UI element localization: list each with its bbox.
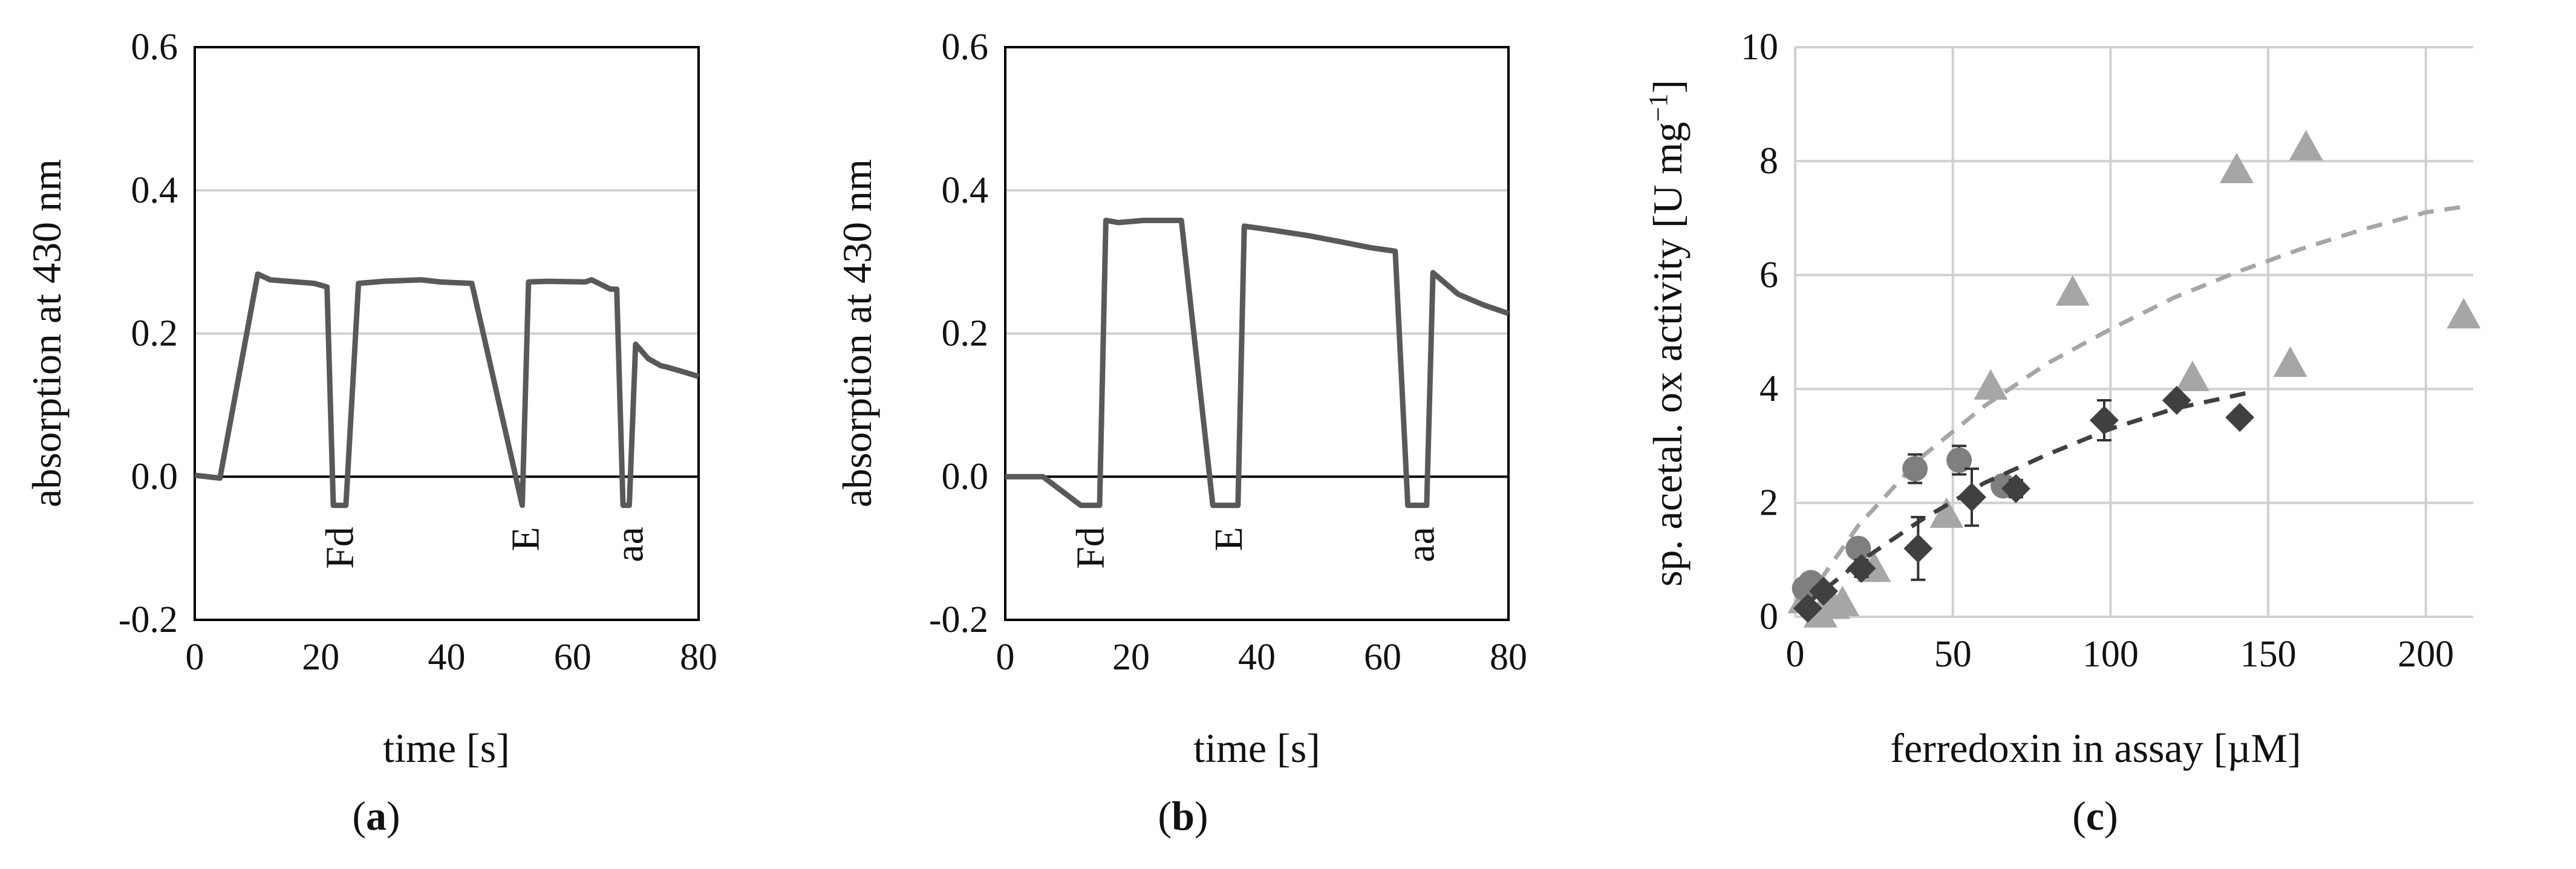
y-axis-label: absorption at 430 nm: [834, 159, 880, 507]
y-tick-label: 0.6: [942, 27, 989, 68]
plot-frame: [194, 46, 700, 621]
data-point-diamond: [2089, 406, 2119, 435]
y-tick-label: 0.6: [131, 27, 178, 68]
y-tick-label: 0.0: [131, 456, 178, 497]
x-tick-label: 0: [996, 637, 1015, 678]
y-tick-label: 4: [1759, 368, 1778, 409]
y-tick-label: 2: [1759, 483, 1778, 524]
x-tick-label: 40: [1238, 637, 1276, 678]
data-point-circle: [1946, 447, 1972, 473]
y-tick-label: -0.2: [929, 599, 988, 640]
data-point-circle: [1845, 535, 1871, 561]
x-axis-label: time [s]: [1193, 725, 1320, 771]
y-tick-label: 0.4: [942, 170, 989, 211]
y-tick-label: 0.2: [131, 313, 178, 354]
data-point-circle: [1902, 456, 1928, 482]
annotation-aa: aa: [1398, 527, 1443, 562]
data-point-triangle: [2175, 360, 2209, 391]
data-point-triangle: [2447, 298, 2481, 329]
chart-panel-a: -0.2 0.0 0.2 0.4 0.6 0 20 40 60 80 time [s] absorpt…: [24, 27, 717, 839]
y-axis-label: sp. acetal. ox activity [U mg−1]: [1643, 80, 1691, 587]
plot-frame: [1004, 46, 1510, 621]
panel-label: (c): [2072, 793, 2118, 839]
y-tick-label: 8: [1759, 140, 1778, 181]
data-point-triangle: [2055, 275, 2090, 306]
data-point-diamond: [1793, 593, 1822, 623]
annotation-fd: Fd: [318, 527, 362, 569]
chart-panel-b: -0.2 0.0 0.2 0.4 0.6 0 20 40 60 80 time [s] absorpt…: [834, 27, 1527, 839]
y-tick-label: 0.0: [942, 456, 989, 497]
annotation-fd: Fd: [1068, 527, 1112, 569]
data-point-diamond: [1957, 483, 1986, 512]
data-point-diamond: [2225, 403, 2255, 432]
annotation-e: E: [504, 527, 548, 551]
data-point-triangle: [1929, 497, 1964, 528]
data-point-triangle: [1974, 369, 2008, 400]
y-axis-label: absorption at 430 nm: [24, 159, 70, 507]
data-point-diamond: [1903, 533, 1933, 563]
annotation-aa: aa: [607, 527, 651, 562]
data-point-triangle: [2219, 152, 2254, 183]
panel-label: (a): [352, 793, 400, 839]
y-tick-label: 10: [1741, 27, 1778, 68]
x-tick-label: 200: [2398, 634, 2454, 675]
x-tick-label: 60: [1364, 637, 1401, 678]
y-tick-label: 0: [1759, 596, 1778, 637]
fit-curve-diamond: [1803, 389, 2253, 607]
data-point-triangle: [1825, 585, 1860, 616]
x-tick-label: 100: [2082, 634, 2139, 675]
data-point-diamond: [2001, 474, 2030, 504]
y-tick-label: -0.2: [119, 599, 178, 640]
fit-curve-triangle: [1802, 204, 2464, 604]
x-tick-label: 0: [1786, 634, 1805, 675]
data-point-diamond: [2162, 386, 2191, 415]
data-point-triangle: [2273, 346, 2307, 377]
panel-label: (b): [1158, 793, 1208, 839]
annotation-e: E: [1207, 527, 1251, 551]
x-tick-label: 20: [1112, 637, 1150, 678]
x-axis-label: ferredoxin in assay [µM]: [1890, 725, 2301, 771]
series-line: [194, 271, 700, 509]
x-tick-label: 60: [554, 637, 592, 678]
x-tick-label: 80: [1490, 637, 1527, 678]
y-tick-label: 6: [1759, 255, 1778, 296]
x-tick-label: 50: [1934, 634, 1972, 675]
x-tick-label: 40: [428, 637, 466, 678]
x-tick-label: 80: [680, 637, 717, 678]
x-tick-label: 150: [2240, 634, 2297, 675]
x-tick-label: 20: [302, 637, 339, 678]
data-point-diamond: [1847, 553, 1876, 583]
x-axis-label: time [s]: [383, 725, 510, 771]
x-tick-label: 0: [186, 637, 204, 678]
data-point-diamond: [1808, 576, 1838, 606]
series-line: [1005, 217, 1510, 509]
y-tick-label: 0.4: [131, 170, 178, 211]
data-point-triangle: [2289, 129, 2323, 161]
y-tick-label: 0.2: [942, 313, 989, 354]
